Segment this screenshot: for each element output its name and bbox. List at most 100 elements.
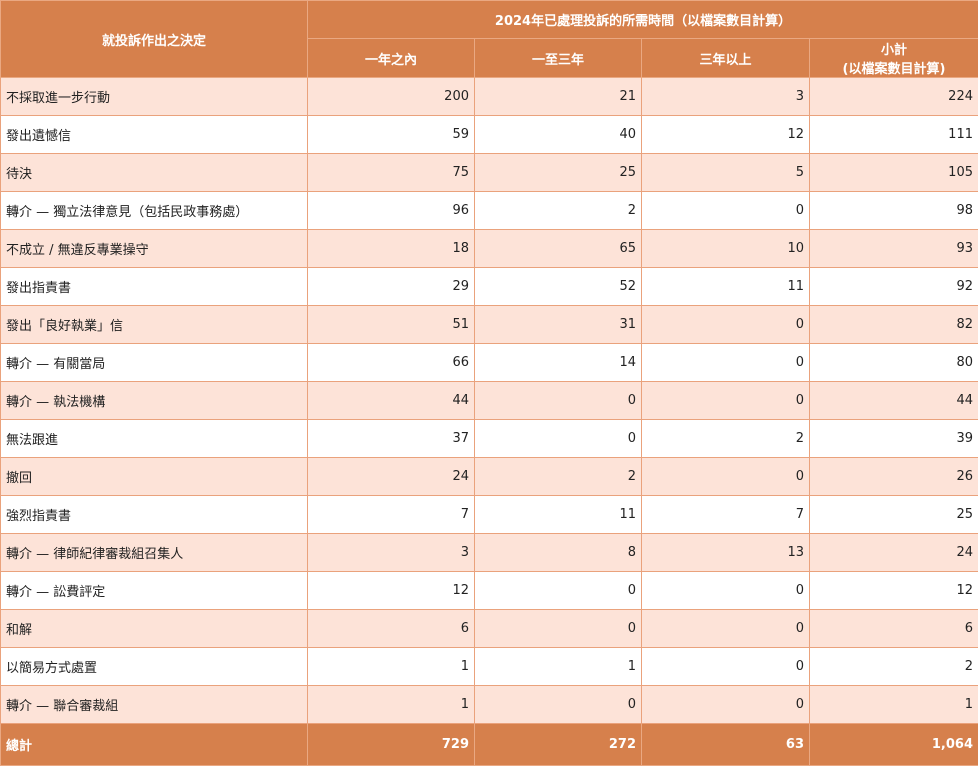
total-number: 1,064 — [809, 723, 978, 766]
column-header: 三年以上 — [641, 38, 810, 78]
number-cell: 12 — [307, 571, 475, 610]
number-cell: 98 — [809, 191, 978, 230]
number-cell: 200 — [307, 77, 475, 116]
table-row: 無法跟進 37 0 2 39 — [0, 419, 978, 458]
label-cell: 轉介 — 獨立法律意見（包括民政事務處） — [0, 191, 308, 230]
header-row: 一年之內 一至三年 三年以上 小計 (以檔案數目計算) — [1, 38, 978, 78]
number-cell: 0 — [474, 419, 642, 458]
number-cell: 96 — [307, 191, 475, 230]
table-row: 轉介 — 律師紀律審裁組召集人 3 8 13 24 — [0, 533, 978, 572]
number-cell: 82 — [809, 305, 978, 344]
number-cell: 0 — [641, 305, 810, 344]
number-cell: 111 — [809, 115, 978, 154]
label-cell: 不成立 / 無違反專業操守 — [0, 229, 308, 268]
number-cell: 0 — [641, 647, 810, 686]
label-cell: 轉介 — 有關當局 — [0, 343, 308, 382]
table-row: 不成立 / 無違反專業操守 18 65 10 93 — [0, 229, 978, 268]
number-cell: 39 — [809, 419, 978, 458]
number-cell: 3 — [641, 77, 810, 116]
number-cell: 0 — [641, 571, 810, 610]
number-cell: 6 — [809, 609, 978, 648]
table-row: 以簡易方式處置 1 1 0 2 — [0, 647, 978, 686]
column-header: 小計 (以檔案數目計算) — [809, 38, 978, 78]
label-cell: 轉介 — 執法機構 — [0, 381, 308, 420]
number-cell: 75 — [307, 153, 475, 192]
number-cell: 0 — [641, 609, 810, 648]
label-cell: 以簡易方式處置 — [0, 647, 308, 686]
header-cell: 2024年已處理投訴的所需時間（以檔案數目計算） — [307, 0, 978, 39]
label-cell: 發出遺憾信 — [0, 115, 308, 154]
number-cell: 2 — [641, 419, 810, 458]
number-cell: 12 — [809, 571, 978, 610]
number-cell: 40 — [474, 115, 642, 154]
number-cell: 25 — [474, 153, 642, 192]
number-cell: 92 — [809, 267, 978, 306]
number-cell: 7 — [307, 495, 475, 534]
number-cell: 21 — [474, 77, 642, 116]
number-cell: 0 — [474, 685, 642, 724]
number-cell: 44 — [307, 381, 475, 420]
number-cell: 0 — [474, 381, 642, 420]
table-row: 撤回 24 2 0 26 — [0, 457, 978, 496]
number-cell: 44 — [809, 381, 978, 420]
number-cell: 14 — [474, 343, 642, 382]
number-cell: 13 — [641, 533, 810, 572]
number-cell: 25 — [809, 495, 978, 534]
number-cell: 1 — [474, 647, 642, 686]
table-row: 轉介 — 執法機構 44 0 0 44 — [0, 381, 978, 420]
number-cell: 12 — [641, 115, 810, 154]
number-cell: 0 — [641, 343, 810, 382]
number-cell: 0 — [474, 609, 642, 648]
number-cell: 18 — [307, 229, 475, 268]
number-cell: 24 — [809, 533, 978, 572]
number-cell: 224 — [809, 77, 978, 116]
label-cell: 轉介 — 聯合審裁組 — [0, 685, 308, 724]
number-cell: 29 — [307, 267, 475, 306]
total-number: 63 — [641, 723, 810, 766]
number-cell: 10 — [641, 229, 810, 268]
number-cell: 59 — [307, 115, 475, 154]
number-cell: 105 — [809, 153, 978, 192]
table-row: 待決 75 25 5 105 — [0, 153, 978, 192]
number-cell: 11 — [474, 495, 642, 534]
table-row: 強烈指責書 7 11 7 25 — [0, 495, 978, 534]
number-cell: 0 — [474, 571, 642, 610]
number-cell: 31 — [474, 305, 642, 344]
label-cell: 轉介 — 律師紀律審裁組召集人 — [0, 533, 308, 572]
label-cell: 撤回 — [0, 457, 308, 496]
total-row: 總計 729 272 63 1,064 — [0, 723, 978, 766]
table-row: 不採取進一步行動 200 21 3 224 — [0, 77, 978, 116]
total-label: 總計 — [0, 723, 308, 766]
number-cell: 8 — [474, 533, 642, 572]
header-line: 小計 — [880, 43, 907, 58]
label-cell: 強烈指責書 — [0, 495, 308, 534]
number-cell: 51 — [307, 305, 475, 344]
table-row: 發出「良好執業」信 51 31 0 82 — [0, 305, 978, 344]
label-cell: 轉介 — 訟費評定 — [0, 571, 308, 610]
decision-table: 就投訴作出之決定 2024年已處理投訴的所需時間（以檔案數目計算） 一年之內 一至… — [0, 0, 978, 766]
number-cell: 37 — [307, 419, 475, 458]
number-cell: 0 — [641, 191, 810, 230]
number-cell: 93 — [809, 229, 978, 268]
number-cell: 26 — [809, 457, 978, 496]
number-cell: 0 — [641, 457, 810, 496]
number-cell: 2 — [809, 647, 978, 686]
number-cell: 5 — [641, 153, 810, 192]
label-cell: 發出指責書 — [0, 267, 308, 306]
number-cell: 7 — [641, 495, 810, 534]
number-cell: 1 — [307, 685, 475, 724]
label-cell: 和解 — [0, 609, 308, 648]
number-cell: 1 — [307, 647, 475, 686]
number-cell: 2 — [474, 457, 642, 496]
table-row: 轉介 — 獨立法律意見（包括民政事務處） 96 2 0 98 — [0, 191, 978, 230]
column-header: 一年之內 — [307, 38, 475, 78]
number-cell: 6 — [307, 609, 475, 648]
table-row: 轉介 — 訟費評定 12 0 0 12 — [0, 571, 978, 610]
column-header: 一至三年 — [474, 38, 642, 78]
table-row: 轉介 — 有關當局 66 14 0 80 — [0, 343, 978, 382]
table-body: 不採取進一步行動 200 21 3 224 發出遺憾信 59 40 12 111 待決 75 25 5 10… — [0, 77, 978, 766]
number-cell: 66 — [307, 343, 475, 382]
label-cell: 不採取進一步行動 — [0, 77, 308, 116]
table-row: 轉介 — 聯合審裁組 1 0 0 1 — [0, 685, 978, 724]
